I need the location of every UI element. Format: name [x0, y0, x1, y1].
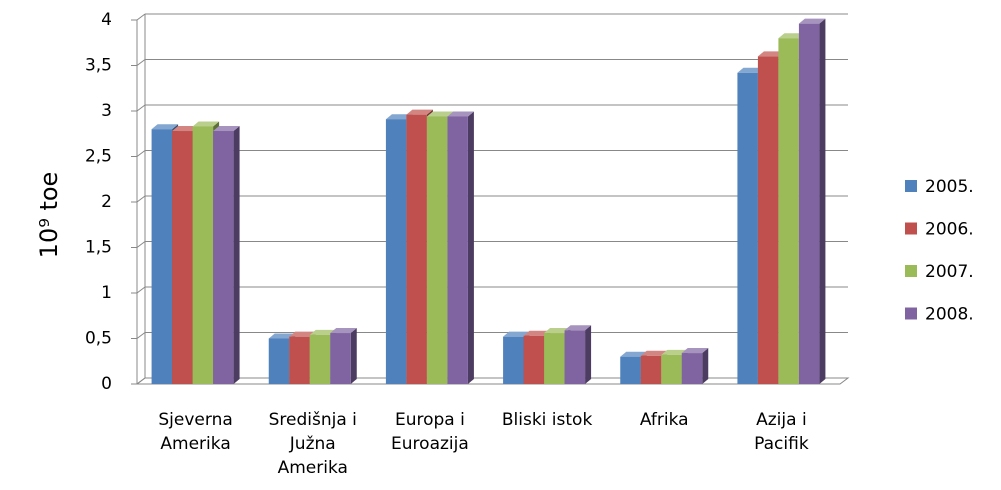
bar [213, 131, 234, 384]
x-tick-label: Europa i Euroazija [391, 410, 469, 454]
bar [620, 356, 641, 384]
bar-top [798, 18, 826, 24]
legend-swatch [905, 222, 917, 235]
bar [330, 333, 351, 384]
bar-top [268, 333, 296, 339]
bar [289, 336, 310, 384]
bar [778, 38, 799, 384]
bar-top [330, 328, 357, 334]
bar-top [544, 328, 571, 334]
diag-tick [136, 13, 146, 21]
bar-top [385, 114, 413, 120]
y-tick-label: 0,5 [85, 329, 112, 349]
x-tick-label: Bliski istok [501, 410, 593, 430]
bar [544, 333, 565, 384]
bar-top [681, 348, 709, 354]
bar-top [447, 111, 474, 117]
diag-tick [136, 332, 146, 339]
bar-top [661, 349, 688, 355]
bar-top [640, 350, 668, 356]
legend-swatch [905, 307, 917, 320]
bar-top [620, 351, 647, 357]
bar-top [426, 111, 454, 117]
bar-side [467, 111, 474, 385]
legend-swatch [905, 265, 917, 277]
legend-label: 2005. [925, 177, 974, 197]
bar [640, 355, 662, 384]
bar [192, 126, 214, 384]
x-tick-label: Azija i Pacifik [754, 410, 809, 454]
bar-top [289, 331, 316, 337]
y-tick-label: 0 [101, 374, 112, 394]
bar-top [213, 126, 240, 132]
y-tick-label: 2 [101, 192, 112, 212]
bar [268, 338, 290, 384]
bar-top [503, 331, 530, 337]
bar-side [702, 348, 709, 384]
bar-top [309, 329, 337, 335]
y-tick-label: 4 [101, 10, 112, 30]
x-tick-label: Središnja i Južna Amerika [268, 410, 357, 478]
bar [681, 353, 703, 384]
bar-top [406, 109, 433, 115]
bar-side [585, 325, 592, 384]
bar-side [350, 328, 357, 384]
bar-top [778, 33, 805, 39]
diag-tick [136, 104, 146, 112]
bar [151, 129, 173, 384]
legend-label: 2007. [925, 262, 974, 282]
bar-top [737, 67, 764, 73]
legend-label: 2008. [925, 305, 974, 325]
bar-top [151, 124, 179, 130]
bar [798, 23, 820, 384]
diag-tick [136, 241, 146, 248]
bar-top [523, 330, 551, 336]
bar-top [564, 325, 592, 331]
bar-side [233, 126, 240, 385]
bar [564, 330, 586, 384]
legend-label: 2006. [925, 220, 974, 240]
y-tick-label: 3,5 [85, 56, 112, 76]
diag-tick [136, 59, 146, 66]
bar [503, 336, 524, 384]
y-tick-label: 1,5 [85, 238, 112, 258]
diag-tick [136, 377, 146, 385]
bar [385, 119, 407, 384]
bar-top [192, 121, 220, 127]
bar [426, 116, 448, 385]
y-tick-label: 1 [101, 283, 112, 303]
diag-tick [136, 286, 146, 294]
bar [661, 354, 682, 384]
legend-swatch [905, 180, 917, 192]
y-axis-label: 10⁹ toe [35, 172, 63, 259]
bar [172, 131, 193, 384]
bar-side [819, 18, 826, 384]
bar [447, 116, 468, 385]
bar-top [757, 51, 785, 57]
bar [309, 334, 331, 384]
bar [523, 335, 545, 384]
diag-tick [136, 150, 146, 157]
diag-tick [136, 195, 146, 203]
bar [737, 72, 758, 384]
bar [406, 114, 427, 384]
x-tick-label: Afrika [639, 410, 689, 430]
x-tick-label: Sjeverna Amerika [158, 410, 233, 454]
bar [757, 56, 779, 385]
bar-top [172, 126, 199, 132]
y-tick-label: 2,5 [85, 147, 112, 167]
y-tick-label: 3 [101, 101, 112, 121]
